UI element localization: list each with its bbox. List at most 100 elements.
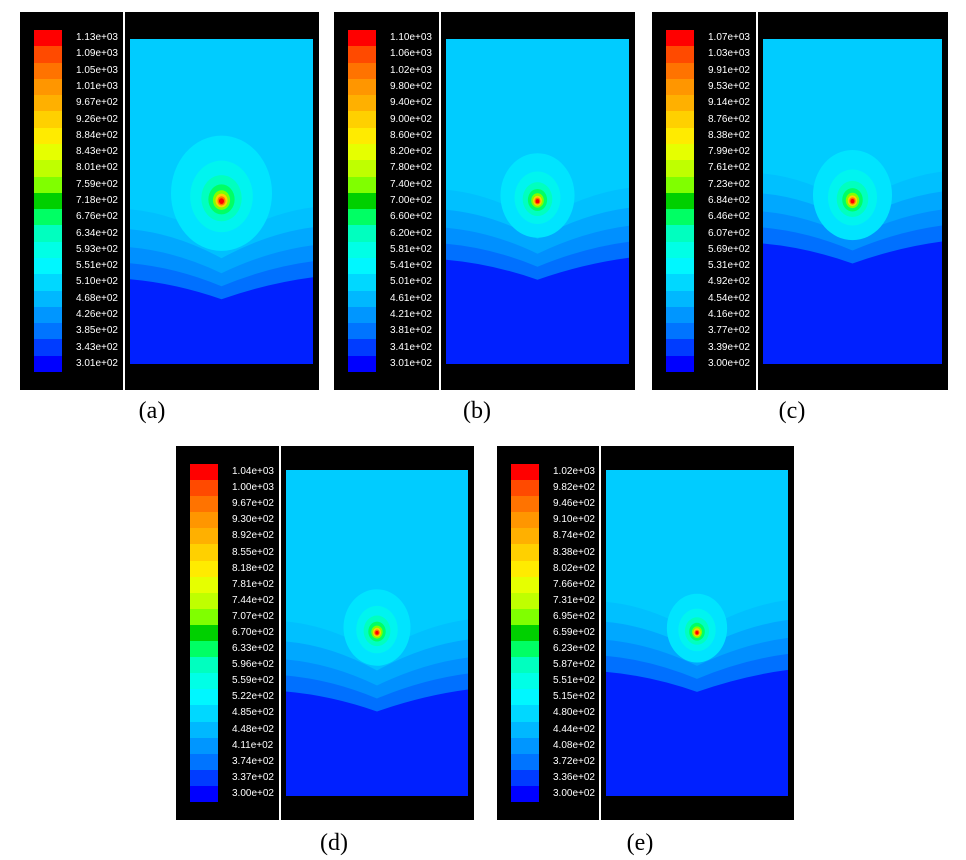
panel-caption-a: (a) [138, 398, 166, 424]
colorbar-swatch [190, 673, 218, 690]
colorbar-tick-label: 9.10e+02 [553, 514, 595, 526]
colorbar-tick-label: 4.48e+02 [232, 723, 274, 735]
colorbar-swatch [666, 46, 694, 64]
colorbar-tick-label: 8.01e+02 [76, 162, 118, 174]
colorbar-tick-label: 5.81e+02 [390, 243, 432, 255]
colorbar-tick-label: 1.13e+03 [76, 32, 118, 44]
colorbar-tick-label: 7.80e+02 [390, 162, 432, 174]
colorbar-swatch [34, 274, 62, 292]
legend-divider [279, 446, 281, 820]
colorbar-tick-label: 6.34e+02 [76, 227, 118, 239]
colorbar-tick-label: 4.21e+02 [390, 309, 432, 320]
colorbar-tick-label: 7.00e+02 [390, 195, 432, 206]
colorbar-tick-label: 3.01e+02 [390, 357, 432, 369]
colorbar-swatch [348, 78, 376, 96]
colorbar-tick-label: 4.16e+02 [708, 309, 750, 320]
colorbar-tick-label: 4.61e+02 [390, 292, 432, 304]
colorbar-swatch [348, 274, 376, 292]
colorbar-swatch [34, 339, 62, 357]
colorbar-swatch [666, 127, 694, 145]
colorbar-tick-label: 6.07e+02 [708, 227, 750, 239]
contour-ring [218, 198, 225, 204]
colorbar-tick-label: 9.82e+02 [553, 482, 595, 494]
colorbar-swatch [511, 657, 539, 674]
colorbar-swatch [190, 785, 218, 803]
colorbar-swatch [666, 323, 694, 340]
panel-e: 1.02e+03 9.82e+02 9.46e+02 9.10e+02 8.74e+02… [497, 446, 794, 820]
contour-ring [850, 198, 855, 204]
legend-divider [599, 446, 601, 820]
colorbar-swatch [511, 673, 539, 690]
colorbar-tick-label: 1.01e+03 [76, 81, 118, 92]
colorbar-swatch [348, 306, 376, 324]
colorbar-swatch [511, 544, 539, 562]
colorbar-tick-label: 3.37e+02 [232, 771, 274, 783]
colorbar-tick-label: 6.23e+02 [553, 643, 595, 655]
colorbar-swatch [348, 355, 376, 373]
panel-d: 1.04e+03 1.00e+03 9.67e+02 9.30e+02 8.92e+02… [176, 446, 474, 820]
colorbar-tick-label: 4.68e+02 [76, 292, 118, 304]
colorbar-swatch [511, 592, 539, 610]
colorbar-swatch [511, 705, 539, 723]
colorbar-swatch [34, 192, 62, 210]
colorbar-tick-label: 8.84e+02 [76, 129, 118, 141]
colorbar-tick-label: 6.84e+02 [708, 195, 750, 206]
colorbar-swatch [666, 225, 694, 243]
colorbar-tick-label: 5.96e+02 [232, 659, 274, 671]
colorbar-swatch [511, 689, 539, 706]
colorbar-swatch [190, 705, 218, 723]
legend-divider [123, 12, 125, 390]
colorbar-swatch [190, 512, 218, 529]
colorbar-tick-label: 7.44e+02 [232, 594, 274, 606]
colorbar-tick-label: 1.00e+03 [232, 482, 274, 494]
panel-a: 1.13e+03 1.09e+03 1.05e+03 1.01e+03 9.67e+02… [20, 12, 319, 390]
colorbar-tick-label: 1.07e+03 [708, 32, 750, 44]
colorbar-swatch [190, 560, 218, 578]
colorbar-tick-label: 9.00e+02 [390, 113, 432, 125]
colorbar-tick-label: 8.02e+02 [553, 562, 595, 574]
colorbar-tick-label: 8.55e+02 [232, 546, 274, 558]
colorbar-tick-label: 1.04e+03 [232, 466, 274, 478]
colorbar-tick-label: 6.70e+02 [232, 627, 274, 638]
colorbar-swatch [666, 144, 694, 161]
colorbar-swatch [666, 111, 694, 129]
isotherm-band [130, 277, 313, 364]
colorbar-tick-label: 7.61e+02 [708, 162, 750, 174]
colorbar-tick-label: 3.00e+02 [232, 787, 274, 799]
colorbar-swatch [666, 258, 694, 275]
colorbar-swatch [34, 323, 62, 340]
colorbar-tick-label: 4.80e+02 [553, 707, 595, 719]
colorbar-swatch [348, 95, 376, 112]
colorbar-swatch [190, 496, 218, 513]
colorbar-tick-label: 4.26e+02 [76, 309, 118, 320]
colorbar-swatch [511, 576, 539, 594]
colorbar-tick-label: 8.43e+02 [76, 146, 118, 158]
contour-ring [535, 199, 540, 204]
colorbar-swatch [348, 225, 376, 243]
colorbar-legend: 1.13e+03 1.09e+03 1.05e+03 1.01e+03 9.67e+02… [20, 12, 123, 390]
colorbar-swatch [666, 95, 694, 112]
colorbar-swatch [666, 192, 694, 210]
colorbar-swatch [511, 560, 539, 578]
colorbar-tick-label: 7.99e+02 [708, 146, 750, 158]
colorbar-swatch [511, 737, 539, 755]
colorbar-tick-label: 5.01e+02 [390, 276, 432, 288]
colorbar-swatch [190, 689, 218, 706]
isotherm-band [446, 257, 629, 364]
colorbar-swatch [666, 339, 694, 357]
colorbar-tick-label: 4.08e+02 [553, 739, 595, 751]
colorbar-tick-label: 8.18e+02 [232, 562, 274, 574]
colorbar-tick-label: 4.85e+02 [232, 707, 274, 719]
colorbar-swatch [348, 127, 376, 145]
colorbar-swatch [511, 480, 539, 497]
colorbar-tick-label: 1.10e+03 [390, 32, 432, 44]
colorbar-swatch [190, 592, 218, 610]
colorbar-swatch [348, 30, 376, 47]
colorbar-tick-label: 4.92e+02 [708, 276, 750, 288]
colorbar-swatch [511, 528, 539, 545]
colorbar-tick-label: 9.91e+02 [708, 64, 750, 76]
colorbar-tick-label: 7.18e+02 [76, 195, 118, 206]
colorbar-tick-label: 4.11e+02 [232, 739, 274, 751]
colorbar-tick-label: 3.74e+02 [232, 755, 274, 767]
colorbar-tick-label: 5.93e+02 [76, 243, 118, 255]
